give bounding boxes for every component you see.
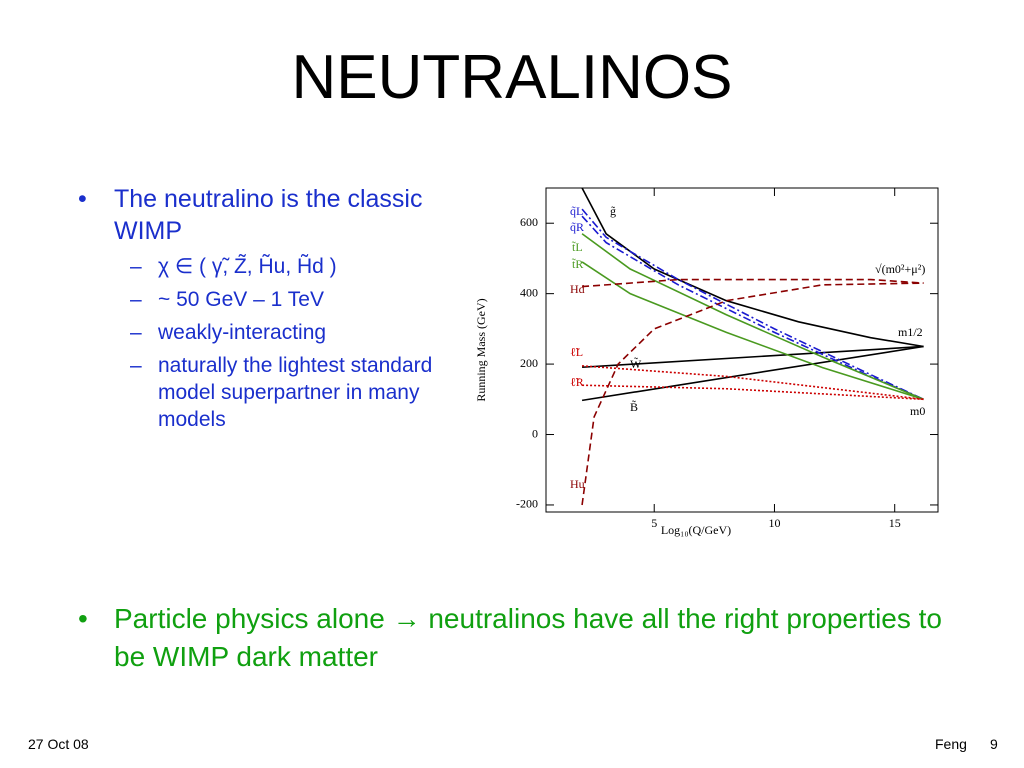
footer-author: Feng [935, 736, 967, 752]
curve-label: g̃ [610, 204, 616, 218]
bullet: • Particle physics alone → neutralinos ha… [78, 600, 958, 676]
y-axis-label: Running Mass (GeV) [474, 298, 488, 401]
y-tick-label: -200 [516, 497, 538, 511]
curve [581, 261, 924, 401]
curve [581, 187, 924, 348]
curve-label: q̃R [570, 220, 584, 234]
y-tick-label: 0 [532, 426, 538, 440]
curve-label: Hu [570, 477, 585, 491]
x-tick-label: 10 [768, 516, 780, 530]
annotation: m0 [910, 404, 925, 418]
curve-label: ℓ̃R [570, 375, 584, 389]
curve [582, 384, 924, 401]
bullet-text: The neutralino is the classic WIMP [114, 185, 423, 245]
y-tick-label: 600 [520, 215, 538, 229]
x-axis-label: Log₁₀(Q/GeV) [661, 523, 731, 537]
annotation: m1/2 [898, 325, 923, 339]
y-tick-label: 200 [520, 356, 538, 370]
sub-bullet-text: ~ 50 GeV – 1 TeV [158, 288, 324, 311]
sub-bullet: – ~ 50 GeV – 1 TeV [130, 288, 324, 311]
chart: Log₁₀(Q/GeV) Running Mass (GeV) -200 0 200… [474, 187, 939, 537]
x-tick-label: 15 [889, 516, 901, 530]
curve [582, 365, 924, 401]
curve-label: q̃L [570, 204, 583, 218]
curve-label: Hd [570, 282, 585, 296]
curve-label: t̃L [572, 240, 583, 254]
footer-date: 27 Oct 08 [28, 736, 89, 752]
bullet-text: Particle physics alone → neutralinos hav… [114, 603, 942, 672]
curve [581, 282, 924, 506]
plot-frame [545, 187, 939, 513]
curve [581, 233, 924, 401]
curve [582, 278, 924, 288]
sub-bullet-text: weakly-interacting [158, 321, 327, 344]
curve [582, 345, 924, 369]
footer-page: 9 [990, 736, 998, 752]
sub-bullet: – naturally the lightest standard model s… [130, 352, 438, 433]
annotation: √(m0²+μ²) [875, 262, 925, 276]
x-tick-label: 5 [651, 516, 657, 530]
bullet-block: • The neutralino is the classic WIMP – χ ∈… [78, 183, 438, 433]
curve-label: ℓ̃L [570, 345, 583, 359]
sub-bullet: – χ ∈ ( γ̃, Z̃, H̃u, H̃d ) [130, 255, 337, 278]
curve-label: W̃ [630, 356, 642, 370]
curve-label: t̃R [572, 257, 584, 271]
y-tick-label: 400 [520, 285, 538, 299]
bullet: • The neutralino is the classic WIMP [78, 183, 438, 247]
sub-bullet: – weakly-interacting [130, 321, 327, 344]
curve [581, 208, 924, 401]
sub-bullet-text: χ ∈ ( γ̃, Z̃, H̃u, H̃d ) [158, 255, 337, 278]
slide-title: NEUTRALINOS [291, 43, 733, 112]
curve-label: B̃ [630, 399, 638, 413]
curve [581, 345, 924, 402]
sub-bullet-text: naturally the lightest standard model su… [158, 354, 433, 431]
